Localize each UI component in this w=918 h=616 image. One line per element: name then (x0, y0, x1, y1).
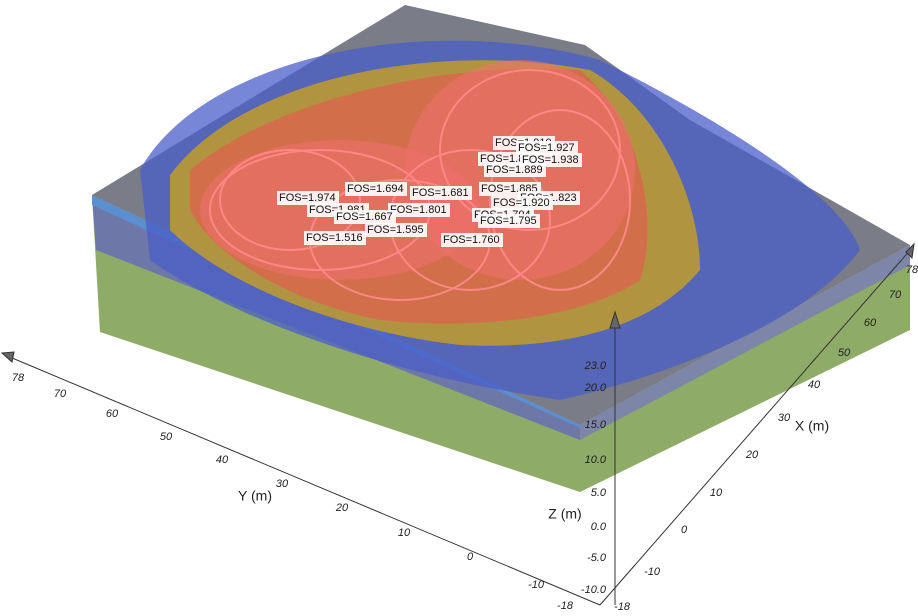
y-tick-label: 78 (12, 372, 25, 384)
x-tick-label: 30 (778, 412, 791, 424)
y-tick-label: 20 (335, 502, 349, 514)
fos-label: FOS=1.694 (347, 183, 404, 195)
z-tick-label: 10.0 (585, 454, 607, 466)
fos-label: FOS=1.920 (493, 197, 550, 209)
z-tick-label: 5.0 (591, 487, 607, 499)
x-tick-label: -18 (614, 601, 631, 613)
fos-label: FOS=1.795 (480, 215, 537, 227)
x-axis-title: X (m) (795, 418, 829, 434)
x-tick-label: -10 (644, 566, 661, 578)
z-tick-label: 23.0 (584, 360, 607, 372)
y-tick-label: -18 (557, 600, 574, 612)
y-tick-label: 0 (467, 551, 474, 563)
x-tick-label: 0 (681, 524, 688, 536)
x-tick-label: 20 (745, 449, 759, 461)
model-view: Y (m) X (m) Z (m) 78 70 60 50 40 30 20 10 0 -10 -1… (0, 0, 918, 616)
z-axis-title: Z (m) (548, 506, 581, 522)
y-tick-label: 30 (276, 478, 289, 490)
x-tick-label: 70 (889, 289, 902, 301)
y-tick-label: 50 (160, 431, 173, 443)
fos-label: FOS=1.595 (367, 224, 424, 236)
y-arrow (2, 352, 14, 362)
z-tick-label: 20.0 (584, 382, 607, 394)
x-tick-label: 60 (864, 317, 877, 329)
z-tick-label: -10.0 (581, 584, 607, 596)
y-tick-label: 70 (54, 388, 67, 400)
fos-label: FOS=1.516 (306, 232, 363, 244)
fos-label: FOS=1.801 (390, 204, 447, 216)
fos-label: FOS=1.889 (486, 164, 543, 176)
y-axis-title: Y (m) (238, 488, 272, 504)
x-tick-label: 40 (808, 379, 821, 391)
x-tick-label: 10 (710, 487, 723, 499)
y-tick-label: 40 (216, 454, 229, 466)
z-tick-label: -5.0 (587, 552, 607, 564)
z-tick-label: 15.0 (585, 419, 607, 431)
fos-label: FOS=1.760 (443, 234, 500, 246)
x-tick-label: 78 (906, 264, 918, 276)
x-tick-label: 50 (838, 347, 851, 359)
y-tick-label: 60 (106, 408, 119, 420)
y-tick-label: 10 (398, 527, 411, 539)
y-tick-label: -10 (528, 579, 545, 591)
z-tick-label: 0.0 (591, 521, 607, 533)
fos-label: FOS=1.974 (279, 192, 336, 204)
fos-label: FOS=1.681 (412, 187, 469, 199)
fos-label: FOS=1.667 (336, 211, 393, 223)
